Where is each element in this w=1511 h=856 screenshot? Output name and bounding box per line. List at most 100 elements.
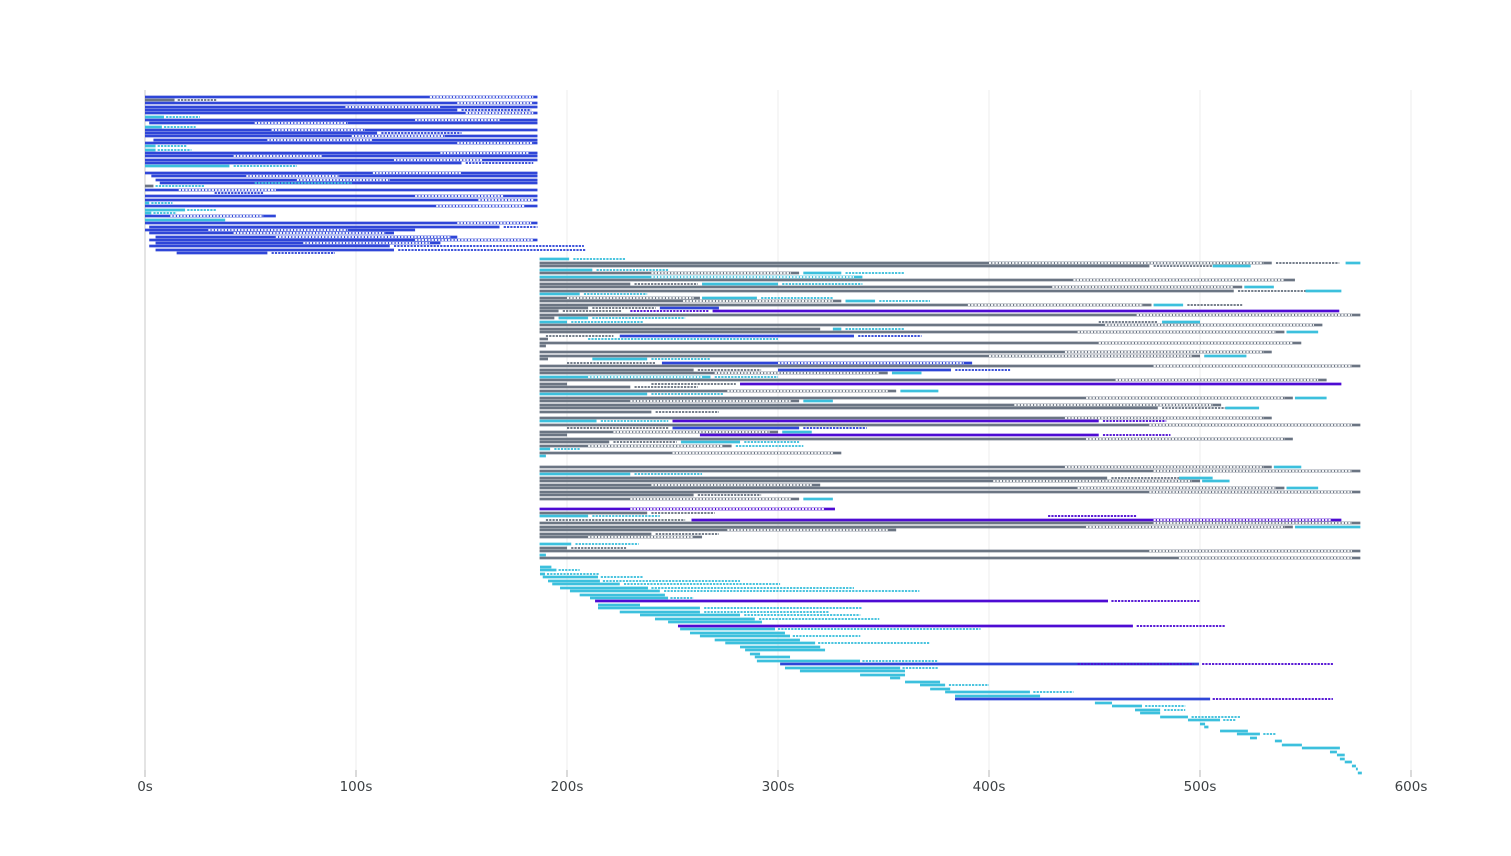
task-bar[interactable]	[640, 613, 741, 617]
task-bar[interactable]	[539, 511, 648, 515]
task-bar[interactable]	[589, 596, 669, 600]
task-bar[interactable]	[699, 433, 1099, 437]
task-bar[interactable]	[539, 532, 652, 536]
task-bar[interactable]	[725, 641, 816, 645]
task-bar[interactable]	[539, 535, 703, 539]
task-bar[interactable]	[145, 164, 230, 168]
task-bar[interactable]	[539, 542, 572, 546]
task-bar[interactable]	[539, 296, 700, 300]
task-bar[interactable]	[782, 430, 812, 434]
task-bar[interactable]	[1187, 718, 1221, 722]
task-bar[interactable]	[592, 357, 648, 361]
task-bar[interactable]	[539, 549, 1361, 553]
task-bar[interactable]	[1135, 708, 1161, 712]
task-bar[interactable]	[1178, 476, 1213, 480]
task-bar[interactable]	[539, 476, 1108, 480]
task-bar[interactable]	[1212, 264, 1251, 268]
task-bar[interactable]	[845, 299, 876, 303]
task-bar[interactable]	[539, 493, 694, 497]
task-bar[interactable]	[579, 593, 665, 597]
task-bar[interactable]	[539, 368, 694, 372]
task-bar[interactable]	[145, 98, 175, 102]
task-bar[interactable]	[539, 469, 1361, 473]
task-bar[interactable]	[539, 330, 1285, 334]
task-bar[interactable]	[145, 218, 226, 222]
task-bar[interactable]	[1274, 739, 1282, 743]
task-bar[interactable]	[745, 648, 826, 652]
task-bar[interactable]	[1286, 486, 1319, 490]
task-bar[interactable]	[756, 659, 861, 663]
task-bar[interactable]	[145, 105, 538, 109]
task-bar[interactable]	[539, 344, 546, 348]
task-bar[interactable]	[690, 631, 785, 635]
task-bar[interactable]	[539, 399, 800, 403]
task-bar[interactable]	[1357, 771, 1362, 775]
task-bar[interactable]	[1094, 701, 1113, 705]
task-bar[interactable]	[145, 154, 538, 158]
task-bar[interactable]	[539, 306, 589, 310]
task-bar[interactable]	[539, 341, 1302, 345]
task-bar[interactable]	[1273, 465, 1302, 469]
task-bar[interactable]	[661, 361, 973, 365]
task-bar[interactable]	[1301, 746, 1340, 750]
task-bar[interactable]	[598, 603, 641, 607]
task-bar[interactable]	[539, 378, 1327, 382]
task-bar[interactable]	[860, 673, 906, 677]
task-bar[interactable]	[145, 204, 538, 208]
task-bar[interactable]	[539, 437, 1293, 441]
task-bar[interactable]	[539, 553, 546, 557]
task-bar[interactable]	[149, 238, 538, 242]
task-bar[interactable]	[702, 296, 757, 300]
task-bar[interactable]	[145, 115, 164, 119]
task-bar[interactable]	[539, 565, 552, 569]
task-bar[interactable]	[1202, 479, 1230, 483]
task-bar[interactable]	[539, 416, 1272, 420]
task-bar[interactable]	[784, 666, 901, 670]
task-bar[interactable]	[1345, 261, 1361, 265]
task-bar[interactable]	[539, 268, 593, 272]
task-bar[interactable]	[145, 125, 162, 129]
task-bar[interactable]	[145, 108, 458, 112]
task-bar[interactable]	[539, 514, 589, 518]
task-bar[interactable]	[539, 278, 1295, 282]
task-bar[interactable]	[598, 606, 700, 610]
task-bar[interactable]	[803, 497, 833, 501]
task-bar[interactable]	[955, 694, 1041, 698]
task-bar[interactable]	[539, 410, 652, 414]
task-bar[interactable]	[539, 479, 1200, 483]
task-bar[interactable]	[1204, 725, 1209, 729]
task-bar[interactable]	[145, 148, 156, 152]
task-bar[interactable]	[672, 426, 800, 430]
task-bar[interactable]	[149, 121, 538, 125]
task-bar[interactable]	[539, 323, 1323, 327]
task-bar[interactable]	[539, 357, 549, 361]
task-bar[interactable]	[539, 472, 631, 476]
task-bar[interactable]	[905, 680, 941, 684]
task-bar[interactable]	[539, 337, 549, 341]
task-bar[interactable]	[145, 101, 538, 105]
task-bar[interactable]	[539, 264, 1150, 268]
task-bar[interactable]	[539, 371, 888, 375]
task-bar[interactable]	[1236, 732, 1260, 736]
task-bar[interactable]	[542, 575, 599, 579]
task-bar[interactable]	[145, 161, 462, 165]
task-bar[interactable]	[539, 486, 1285, 490]
task-bar[interactable]	[539, 316, 555, 320]
task-bar[interactable]	[1286, 330, 1319, 334]
task-bar[interactable]	[145, 158, 538, 162]
task-bar[interactable]	[145, 211, 152, 215]
task-bar[interactable]	[1329, 750, 1337, 754]
task-bar[interactable]	[712, 309, 1340, 313]
task-bar[interactable]	[145, 95, 538, 99]
task-bar[interactable]	[539, 430, 778, 434]
task-bar[interactable]	[699, 634, 791, 638]
task-bar[interactable]	[539, 521, 1361, 525]
task-bar[interactable]	[539, 389, 897, 393]
task-bar[interactable]	[145, 221, 538, 225]
task-bar[interactable]	[145, 201, 150, 205]
task-bar[interactable]	[1344, 760, 1352, 764]
task-bar[interactable]	[145, 144, 156, 148]
task-bar[interactable]	[539, 392, 648, 396]
task-bar[interactable]	[1355, 767, 1358, 771]
task-bar[interactable]	[1225, 406, 1260, 410]
